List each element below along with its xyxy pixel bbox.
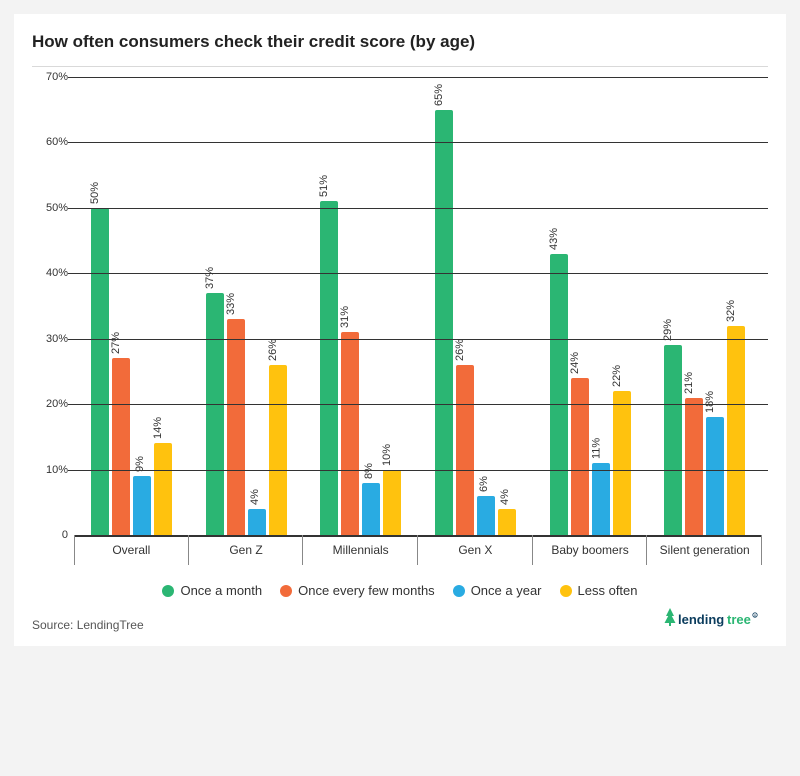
x-category-label: Overall [74, 537, 189, 567]
bar-group: 29%21%18%32% [647, 77, 762, 535]
legend-item: Once a month [162, 583, 262, 598]
bar-value-label: 24% [569, 352, 581, 374]
y-tick-label: 20% [32, 398, 68, 410]
x-category-label: Baby boomers [533, 537, 648, 567]
bar: 26% [269, 365, 287, 535]
brand-logo: lending tree R [664, 606, 760, 632]
legend-label: Once every few months [298, 583, 435, 598]
bar: 27% [112, 358, 130, 535]
gridline [68, 142, 768, 143]
bar-value-label: 21% [683, 372, 695, 394]
x-category-label: Gen Z [189, 537, 304, 567]
bar-groups: 50%27%9%14%37%33%4%26%51%31%8%10%65%26%6… [74, 77, 762, 535]
bar-group: 50%27%9%14% [74, 77, 189, 535]
y-tick-label: 30% [32, 333, 68, 345]
bar-value-label: 22% [611, 365, 623, 387]
bar: 37% [206, 293, 224, 535]
legend-item: Once every few months [280, 583, 435, 598]
gridline [68, 77, 768, 78]
x-axis: OverallGen ZMillennialsGen XBaby boomers… [74, 537, 762, 567]
bar-value-label: 26% [454, 339, 466, 361]
legend-swatch [453, 585, 465, 597]
gridline [68, 339, 768, 340]
x-category-label: Gen X [418, 537, 533, 567]
x-category-label: Millennials [303, 537, 418, 567]
legend-label: Once a year [471, 583, 542, 598]
bar-group: 43%24%11%22% [533, 77, 648, 535]
legend-item: Less often [560, 583, 638, 598]
legend-swatch [162, 585, 174, 597]
bar-value-label: 8% [363, 463, 375, 479]
gridline [68, 208, 768, 209]
bar: 21% [685, 398, 703, 535]
bar-group: 65%26%6%4% [418, 77, 533, 535]
bar-value-label: 14% [152, 417, 164, 439]
bar-value-label: 32% [725, 300, 737, 322]
legend-swatch [560, 585, 572, 597]
gridline [68, 273, 768, 274]
bar-value-label: 65% [433, 84, 445, 106]
gridline [68, 470, 768, 471]
bar-value-label: 27% [110, 332, 122, 354]
bar-value-label: 4% [499, 489, 511, 505]
x-category-label: Silent generation [647, 537, 762, 567]
bar: 14% [154, 443, 172, 535]
bar: 51% [320, 201, 338, 535]
legend-swatch [280, 585, 292, 597]
y-tick-label: 70% [32, 71, 68, 83]
y-tick-label: 40% [32, 267, 68, 279]
bar: 65% [435, 110, 453, 535]
bar: 8% [362, 483, 380, 535]
bar: 50% [91, 208, 109, 535]
bar: 29% [664, 345, 682, 535]
bar: 24% [571, 378, 589, 535]
logo-text-accent: tree [727, 612, 751, 627]
bar-value-label: 26% [266, 339, 278, 361]
bar-value-label: 4% [249, 489, 261, 505]
bar: 6% [477, 496, 495, 535]
bar-value-label: 18% [704, 391, 716, 413]
bar: 11% [592, 463, 610, 535]
bar: 9% [133, 476, 151, 535]
bar: 4% [248, 509, 266, 535]
tree-icon [665, 608, 676, 626]
y-tick-label: 60% [32, 136, 68, 148]
y-tick-label: 10% [32, 464, 68, 476]
svg-text:R: R [754, 614, 757, 618]
plot-area: 50%27%9%14%37%33%4%26%51%31%8%10%65%26%6… [74, 77, 762, 537]
bar-value-label: 6% [478, 476, 490, 492]
bar: 33% [227, 319, 245, 535]
legend-label: Less often [578, 583, 638, 598]
gridline [68, 404, 768, 405]
bar-value-label: 43% [548, 228, 560, 250]
bar: 10% [383, 470, 401, 535]
bar: 31% [341, 332, 359, 535]
bar: 32% [727, 326, 745, 535]
bar-value-label: 37% [203, 267, 215, 289]
chart-area: 50%27%9%14%37%33%4%26%51%31%8%10%65%26%6… [32, 66, 768, 632]
logo-text: lending [678, 612, 724, 627]
bar-group: 51%31%8%10% [303, 77, 418, 535]
legend-item: Once a year [453, 583, 542, 598]
bar: 4% [498, 509, 516, 535]
bar: 26% [456, 365, 474, 535]
bar-value-label: 50% [89, 182, 101, 204]
bar-group: 37%33%4%26% [189, 77, 304, 535]
bar: 43% [550, 254, 568, 535]
y-tick-label: 0 [32, 529, 68, 541]
y-tick-label: 50% [32, 202, 68, 214]
source-text: Source: LendingTree [32, 618, 768, 632]
legend-label: Once a month [180, 583, 262, 598]
bar: 22% [613, 391, 631, 535]
legend: Once a month Once every few months Once a … [32, 583, 768, 598]
bar-value-label: 31% [339, 306, 351, 328]
chart-card: How often consumers check their credit s… [14, 14, 786, 646]
bar-value-label: 10% [381, 444, 393, 466]
bar-value-label: 51% [318, 175, 330, 197]
bar: 18% [706, 417, 724, 535]
bar-value-label: 33% [224, 293, 236, 315]
chart-title: How often consumers check their credit s… [32, 32, 768, 52]
bar-value-label: 11% [590, 438, 602, 459]
